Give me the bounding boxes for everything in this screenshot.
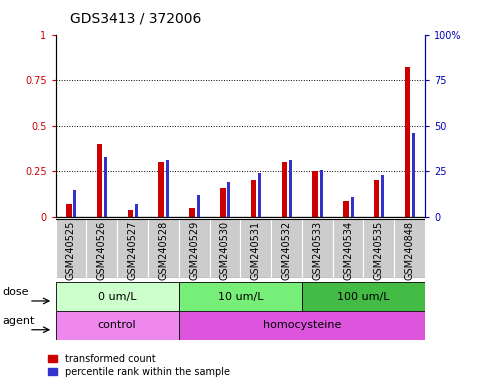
Text: GSM240533: GSM240533 <box>313 221 322 280</box>
Bar <box>56 219 86 278</box>
Bar <box>220 188 226 217</box>
Bar <box>302 282 425 311</box>
Text: GSM240529: GSM240529 <box>189 221 199 280</box>
Bar <box>258 173 261 217</box>
Text: GSM240531: GSM240531 <box>251 221 261 280</box>
Bar <box>381 175 384 217</box>
Bar <box>135 204 138 217</box>
Bar <box>73 190 76 217</box>
Text: GSM240526: GSM240526 <box>97 221 107 280</box>
Text: GSM240535: GSM240535 <box>374 221 384 280</box>
Bar <box>117 219 148 278</box>
Legend: transformed count, percentile rank within the sample: transformed count, percentile rank withi… <box>48 354 230 377</box>
Text: GSM240525: GSM240525 <box>66 221 76 280</box>
Bar <box>405 68 410 217</box>
Bar <box>97 144 102 217</box>
Bar <box>56 311 179 340</box>
Bar <box>333 219 364 278</box>
Bar <box>56 282 179 311</box>
Bar <box>351 197 354 217</box>
Text: 10 um/L: 10 um/L <box>217 291 263 302</box>
Bar <box>128 210 133 217</box>
Bar <box>374 180 380 217</box>
Bar <box>166 161 169 217</box>
Text: GSM240527: GSM240527 <box>128 221 138 280</box>
Bar <box>394 219 425 278</box>
Bar <box>302 219 333 278</box>
Bar <box>251 180 256 217</box>
Bar <box>179 282 302 311</box>
Text: dose: dose <box>2 287 29 297</box>
Bar <box>227 182 230 217</box>
Bar <box>158 162 164 217</box>
Bar <box>104 157 107 217</box>
Text: GSM240528: GSM240528 <box>158 221 168 280</box>
Bar <box>179 219 210 278</box>
Bar <box>66 204 71 217</box>
Bar <box>179 311 425 340</box>
Text: agent: agent <box>2 316 35 326</box>
Text: 0 um/L: 0 um/L <box>98 291 136 302</box>
Bar <box>210 219 240 278</box>
Bar <box>320 170 323 217</box>
Bar <box>148 219 179 278</box>
Bar <box>364 219 394 278</box>
Bar <box>189 208 195 217</box>
Bar <box>197 195 199 217</box>
Text: GDS3413 / 372006: GDS3413 / 372006 <box>70 12 201 25</box>
Text: GSM240848: GSM240848 <box>405 221 414 280</box>
Bar <box>289 161 292 217</box>
Text: 100 um/L: 100 um/L <box>337 291 390 302</box>
Bar <box>282 162 287 217</box>
Text: GSM240532: GSM240532 <box>282 221 291 280</box>
Text: control: control <box>98 320 136 331</box>
Text: GSM240534: GSM240534 <box>343 221 353 280</box>
Bar <box>240 219 271 278</box>
Bar <box>86 219 117 278</box>
Bar <box>271 219 302 278</box>
Bar <box>313 171 318 217</box>
Bar <box>412 133 415 217</box>
Text: GSM240530: GSM240530 <box>220 221 230 280</box>
Bar <box>343 200 349 217</box>
Text: homocysteine: homocysteine <box>263 320 341 331</box>
